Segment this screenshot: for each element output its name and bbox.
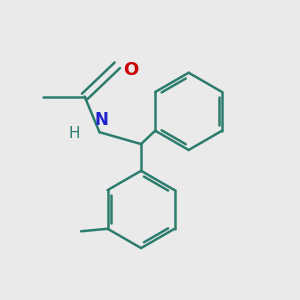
Text: H: H: [68, 126, 80, 141]
Text: N: N: [94, 111, 108, 129]
Text: O: O: [123, 61, 138, 79]
